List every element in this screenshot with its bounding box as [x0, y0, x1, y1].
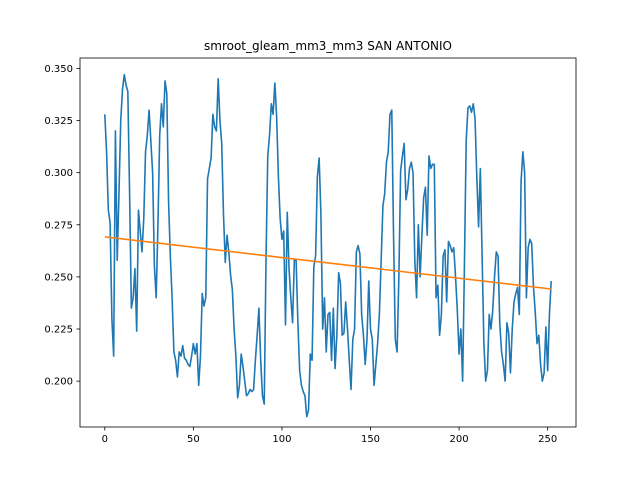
x-tick-label: 50 [187, 434, 200, 445]
x-tick-label: 100 [272, 434, 291, 445]
plot-area-frame [79, 57, 577, 428]
y-tick-label: 0.350 [44, 64, 73, 75]
y-tick-label: 0.250 [44, 272, 73, 283]
y-tick-label: 0.300 [44, 168, 73, 179]
x-tick-label: 200 [450, 434, 469, 445]
y-tick-label: 0.200 [44, 377, 73, 388]
x-tick-label: 150 [361, 434, 380, 445]
y-tick-label: 0.275 [44, 220, 73, 231]
x-axis-ticks: 0 50 100 150 200 250 [102, 427, 557, 445]
y-axis-ticks: 0.200 0.225 0.250 0.275 0.300 0.325 0.350 [44, 64, 80, 388]
series-line-trend [104, 236, 552, 290]
x-tick-label: 250 [538, 434, 557, 445]
x-tick-label: 0 [102, 434, 108, 445]
chart-title: smroot_gleam_mm3_mm3 SAN ANTONIO [204, 39, 452, 53]
y-tick-label: 0.325 [44, 116, 73, 127]
series-layer [104, 73, 552, 418]
y-tick-label: 0.225 [44, 325, 73, 336]
series-line-data [104, 73, 552, 418]
